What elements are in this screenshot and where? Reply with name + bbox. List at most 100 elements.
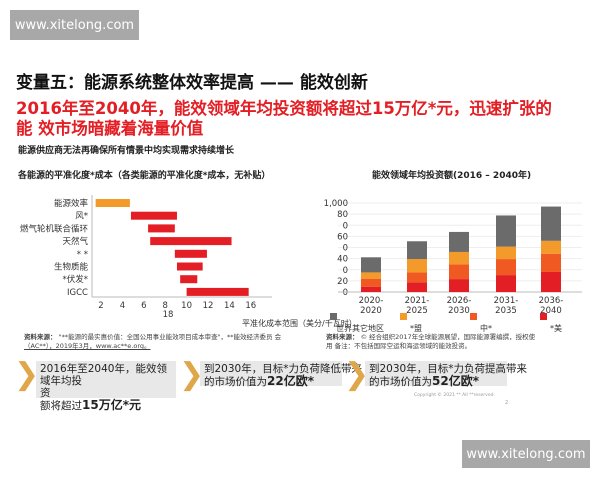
category-label: 燃气轮机联合循环 (20, 223, 89, 234)
x-tick-label: 2 (98, 301, 103, 311)
callout-text: 到2030年，目标*力负荷提高带来 (369, 363, 527, 375)
legend-swatch (540, 313, 547, 320)
range-bar (176, 262, 203, 271)
bar-segment (407, 259, 427, 273)
y-tick-label: 40 (337, 255, 348, 265)
callout-text: 的市场价值为 (369, 376, 432, 388)
bar-segment (407, 241, 427, 260)
x-tick-label: 16 (245, 301, 256, 311)
y-tick-label: 0 (343, 244, 348, 254)
x-tick-label: 18 (163, 310, 174, 320)
legend-label: 中* (480, 323, 492, 333)
callout-value: 22亿欧* (267, 374, 314, 388)
watermark-top: www.xitelong.com (10, 10, 139, 40)
y-tick-label: 1,000 (324, 199, 348, 209)
bar-segment (407, 282, 427, 292)
range-bar (174, 249, 207, 258)
right-chart-title: 能效领域年均投资额(2016 – 2040年) (372, 171, 532, 181)
bar-segment (361, 272, 381, 279)
callout-text: 2016年至2040年，能效领域年均投 (40, 363, 167, 387)
legend-label: *盟 (410, 324, 422, 333)
y-tick-label: 0 (343, 288, 348, 298)
y-tick-label: 80 (337, 210, 348, 220)
x-tick-label: 6 (141, 301, 146, 311)
range-bar (150, 237, 232, 246)
legend-swatch (330, 313, 337, 320)
right-source: © 经合组织2017年全球能源展望，国际能源署编撰，授权使 (360, 333, 536, 341)
callout-text: 资 (40, 387, 51, 399)
x-tick-label: 10 (181, 301, 192, 311)
x-tick-label: 2035 (495, 306, 517, 316)
left-source: "**能源的最实惠价值：全国公用事业能效项目成本审查"，**能效经济委员 会 (58, 333, 282, 341)
legend-swatch (400, 313, 407, 320)
headline-line2: 能 效市场暗藏着海量价值 (16, 119, 204, 138)
watermark-bottom: www.xitelong.com (462, 440, 590, 468)
bar-segment (449, 251, 469, 265)
category-label: 能源效率 (54, 198, 89, 209)
bar-segment (449, 231, 469, 252)
callout-text: 的市场价值为 (204, 376, 267, 388)
chevron-icon: ❯ (179, 357, 205, 392)
callout-text: 额将超过 (40, 400, 82, 412)
range-bar (186, 287, 249, 296)
x-tick-label: 2021- (405, 296, 430, 306)
investment-svg: 1,0008006004002002020-20202021-20252026-… (324, 199, 582, 333)
category-label: 生物质能 (54, 262, 89, 273)
callout-value: 52亿欧* (432, 374, 479, 388)
range-bar (95, 199, 130, 207)
x-tick-label: 2031- (494, 296, 519, 306)
bar-segment (496, 259, 516, 276)
bar-segment (361, 286, 381, 292)
bar-segment (541, 271, 561, 292)
x-tick-label: 2025 (406, 306, 428, 316)
bar-segment (361, 257, 381, 273)
callout-3: 到2030年，目标*力负荷提高带来 的市场价值为52亿欧* (365, 361, 527, 388)
category-label: *伏发* (62, 274, 88, 285)
x-tick-label: 8 (162, 301, 167, 311)
bar-segment (496, 246, 516, 260)
bar-segment (496, 275, 516, 292)
callout-2: 到2030年，目标*力负荷降低带来 的市场价值为22亿欧* (200, 361, 362, 388)
source-label: 资料来源： (326, 333, 359, 341)
x-tick-label: 2036- (539, 296, 564, 306)
x-axis-label: 平准化成本范围（美分/千瓦时） (242, 319, 357, 328)
headline-line1: 2016年至2040年，能效领域年均投资额将超过15万亿*元，迅速扩张的 (16, 99, 552, 118)
x-tick-label: 2020- (359, 296, 384, 306)
category-label: * * (77, 250, 88, 260)
category-label: 风* (75, 212, 88, 222)
y-tick-label: 0 (343, 221, 348, 231)
legend-label: *美 (550, 323, 562, 333)
x-tick-label: 14 (224, 301, 235, 311)
y-tick-label: 60 (337, 232, 348, 242)
x-tick-label: 2026- (447, 296, 472, 306)
left-chart-title: 各能源的平准化度*成本（各类能源的平准化度*成本，无补贴） (18, 171, 271, 181)
legend-label: 世界其它地区 (336, 323, 384, 333)
legend-swatch (470, 313, 477, 320)
x-tick-label: 2040 (540, 306, 562, 316)
range-bar (130, 211, 177, 220)
y-tick-label: 0 (343, 266, 348, 276)
x-tick-label: 4 (120, 301, 125, 311)
left-source-link[interactable]: （AC**），2019年3月，www.ac**e.org。 (24, 342, 151, 350)
x-tick-label: 2020 (360, 306, 382, 316)
bar-segment (361, 278, 381, 287)
callout-value: 15万亿*元 (82, 398, 141, 412)
bar-segment (541, 240, 561, 254)
source-label: 资料来源： (24, 333, 57, 341)
bar-segment (541, 253, 561, 272)
copyright: Copyright © 2021 ** All **reserved. (414, 393, 495, 398)
category-label: 天然气 (62, 236, 88, 247)
chevron-icon: ❯ (344, 357, 370, 392)
bar-segment (496, 215, 516, 247)
callout-text: 到2030年，目标*力负荷降低带来 (204, 363, 362, 375)
right-note: 用 备注：不包括国际空运和海运领域的能效投资。 (326, 342, 472, 350)
page-title: 变量五：能源系统整体效率提高 —— 能效创新 (16, 73, 368, 93)
bar-segment (449, 279, 469, 292)
bar-segment (449, 264, 469, 280)
range-bar (148, 224, 175, 233)
chevron-icon: ❯ (14, 357, 40, 392)
bar-segment (407, 272, 427, 283)
callout-1: 2016年至2040年，能效领域年均投 资 额将超过15万亿*元 (36, 361, 176, 412)
x-tick-label: 12 (203, 301, 214, 311)
